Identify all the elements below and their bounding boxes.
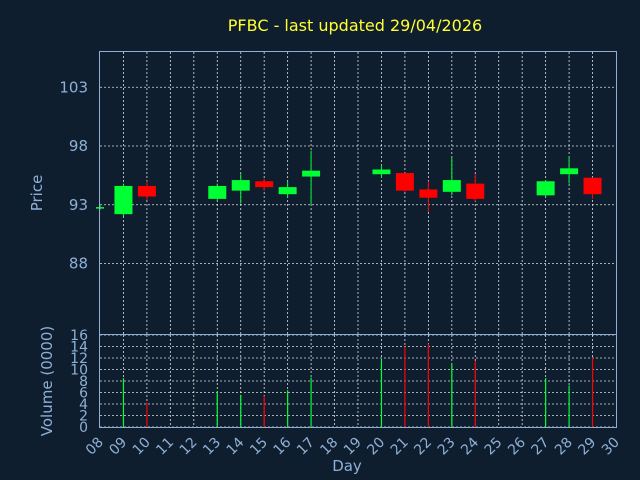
volume-axis-label: Volume (0000): [38, 326, 56, 436]
volume-y-tick-label: 0: [79, 420, 88, 436]
x-tick-label: 12: [177, 435, 201, 459]
x-tick-label: 22: [411, 435, 435, 459]
candle-body: [442, 180, 461, 192]
candle-body: [536, 181, 555, 196]
candlesticks: [96, 150, 602, 217]
price-y-tick-label: 88: [69, 255, 88, 273]
x-tick-label: 16: [271, 434, 295, 458]
x-tick-label: 11: [153, 435, 177, 459]
x-axis-label: Day: [332, 457, 362, 475]
x-tick-label: 28: [552, 435, 576, 459]
x-tick-label: 08: [83, 435, 107, 459]
price-panel: 88 93 98 103 Price: [28, 51, 617, 335]
x-tick-label: 25: [482, 435, 506, 459]
candle-body: [583, 177, 602, 195]
x-tick-label: 29: [575, 435, 599, 459]
candle: [466, 174, 485, 202]
x-tick-label: 19: [341, 435, 365, 459]
x-tick-label: 10: [130, 435, 154, 459]
candle: [583, 177, 602, 199]
volume-y-tick-label: 10: [70, 363, 88, 379]
x-tick-label: 30: [599, 435, 623, 459]
x-tick-label: 26: [505, 434, 529, 458]
candle: [137, 181, 156, 201]
volume-y-tick-label: 16: [70, 328, 88, 344]
chart-title: PFBC - last updated 29/04/2026: [228, 16, 482, 35]
price-y-tick-label: 103: [59, 78, 88, 96]
candle-body: [255, 181, 274, 188]
volume-y-tick-label: 2: [79, 409, 88, 425]
x-tick-label: 24: [458, 434, 482, 458]
candle-body: [208, 185, 227, 199]
x-tick-label: 14: [224, 434, 248, 458]
candle: [395, 173, 414, 192]
candle: [372, 164, 391, 178]
candle: [255, 178, 274, 191]
x-tick-label: 23: [435, 435, 459, 459]
x-tick-label: 09: [106, 435, 130, 459]
x-tick-label: 21: [388, 435, 412, 459]
x-tick-label: 17: [294, 435, 318, 459]
price-y-tick-label: 98: [69, 137, 88, 155]
x-tick-label: 18: [317, 435, 341, 459]
candle: [302, 150, 321, 205]
volume-y-tick-label: 8: [79, 374, 88, 390]
volume-y-tick-label: 12: [70, 351, 88, 367]
candle-body: [560, 168, 579, 175]
candle-body: [419, 189, 438, 198]
candle-body: [137, 185, 156, 197]
candle: [419, 181, 438, 212]
candle-body: [114, 185, 133, 215]
x-axis-ticks: 08 09 10 11 12 13 14 15 16 17 18 19 20 21 22 23 24 25 26 27…: [83, 434, 623, 458]
volume-y-tick-label: 14: [70, 340, 88, 356]
candle: [208, 183, 227, 202]
candle-body: [395, 173, 414, 191]
candle: [231, 174, 250, 204]
candle: [278, 181, 297, 198]
candle: [114, 183, 133, 217]
candle: [536, 180, 555, 197]
candle-body: [302, 170, 321, 177]
x-tick-label: 15: [247, 435, 271, 459]
x-tick-label: 20: [364, 435, 388, 459]
candle-body: [231, 180, 250, 191]
price-y-ticks: 88 93 98 103: [59, 78, 88, 272]
volume-bars: [122, 343, 594, 427]
candle: [560, 156, 579, 184]
x-tick-label: 27: [529, 435, 553, 459]
price-axis-label: Price: [28, 175, 46, 212]
x-tick-label: 13: [200, 435, 224, 459]
volume-grid: [100, 334, 616, 428]
candle-body: [372, 169, 391, 175]
candle-body: [466, 183, 485, 199]
price-y-tick-label: 93: [69, 196, 88, 214]
volume-y-tick-label: 4: [79, 397, 88, 413]
candle: [442, 157, 461, 196]
volume-plot-frame: [99, 334, 617, 428]
candle-body: [278, 187, 297, 195]
volume-y-tick-label: 6: [79, 386, 88, 402]
